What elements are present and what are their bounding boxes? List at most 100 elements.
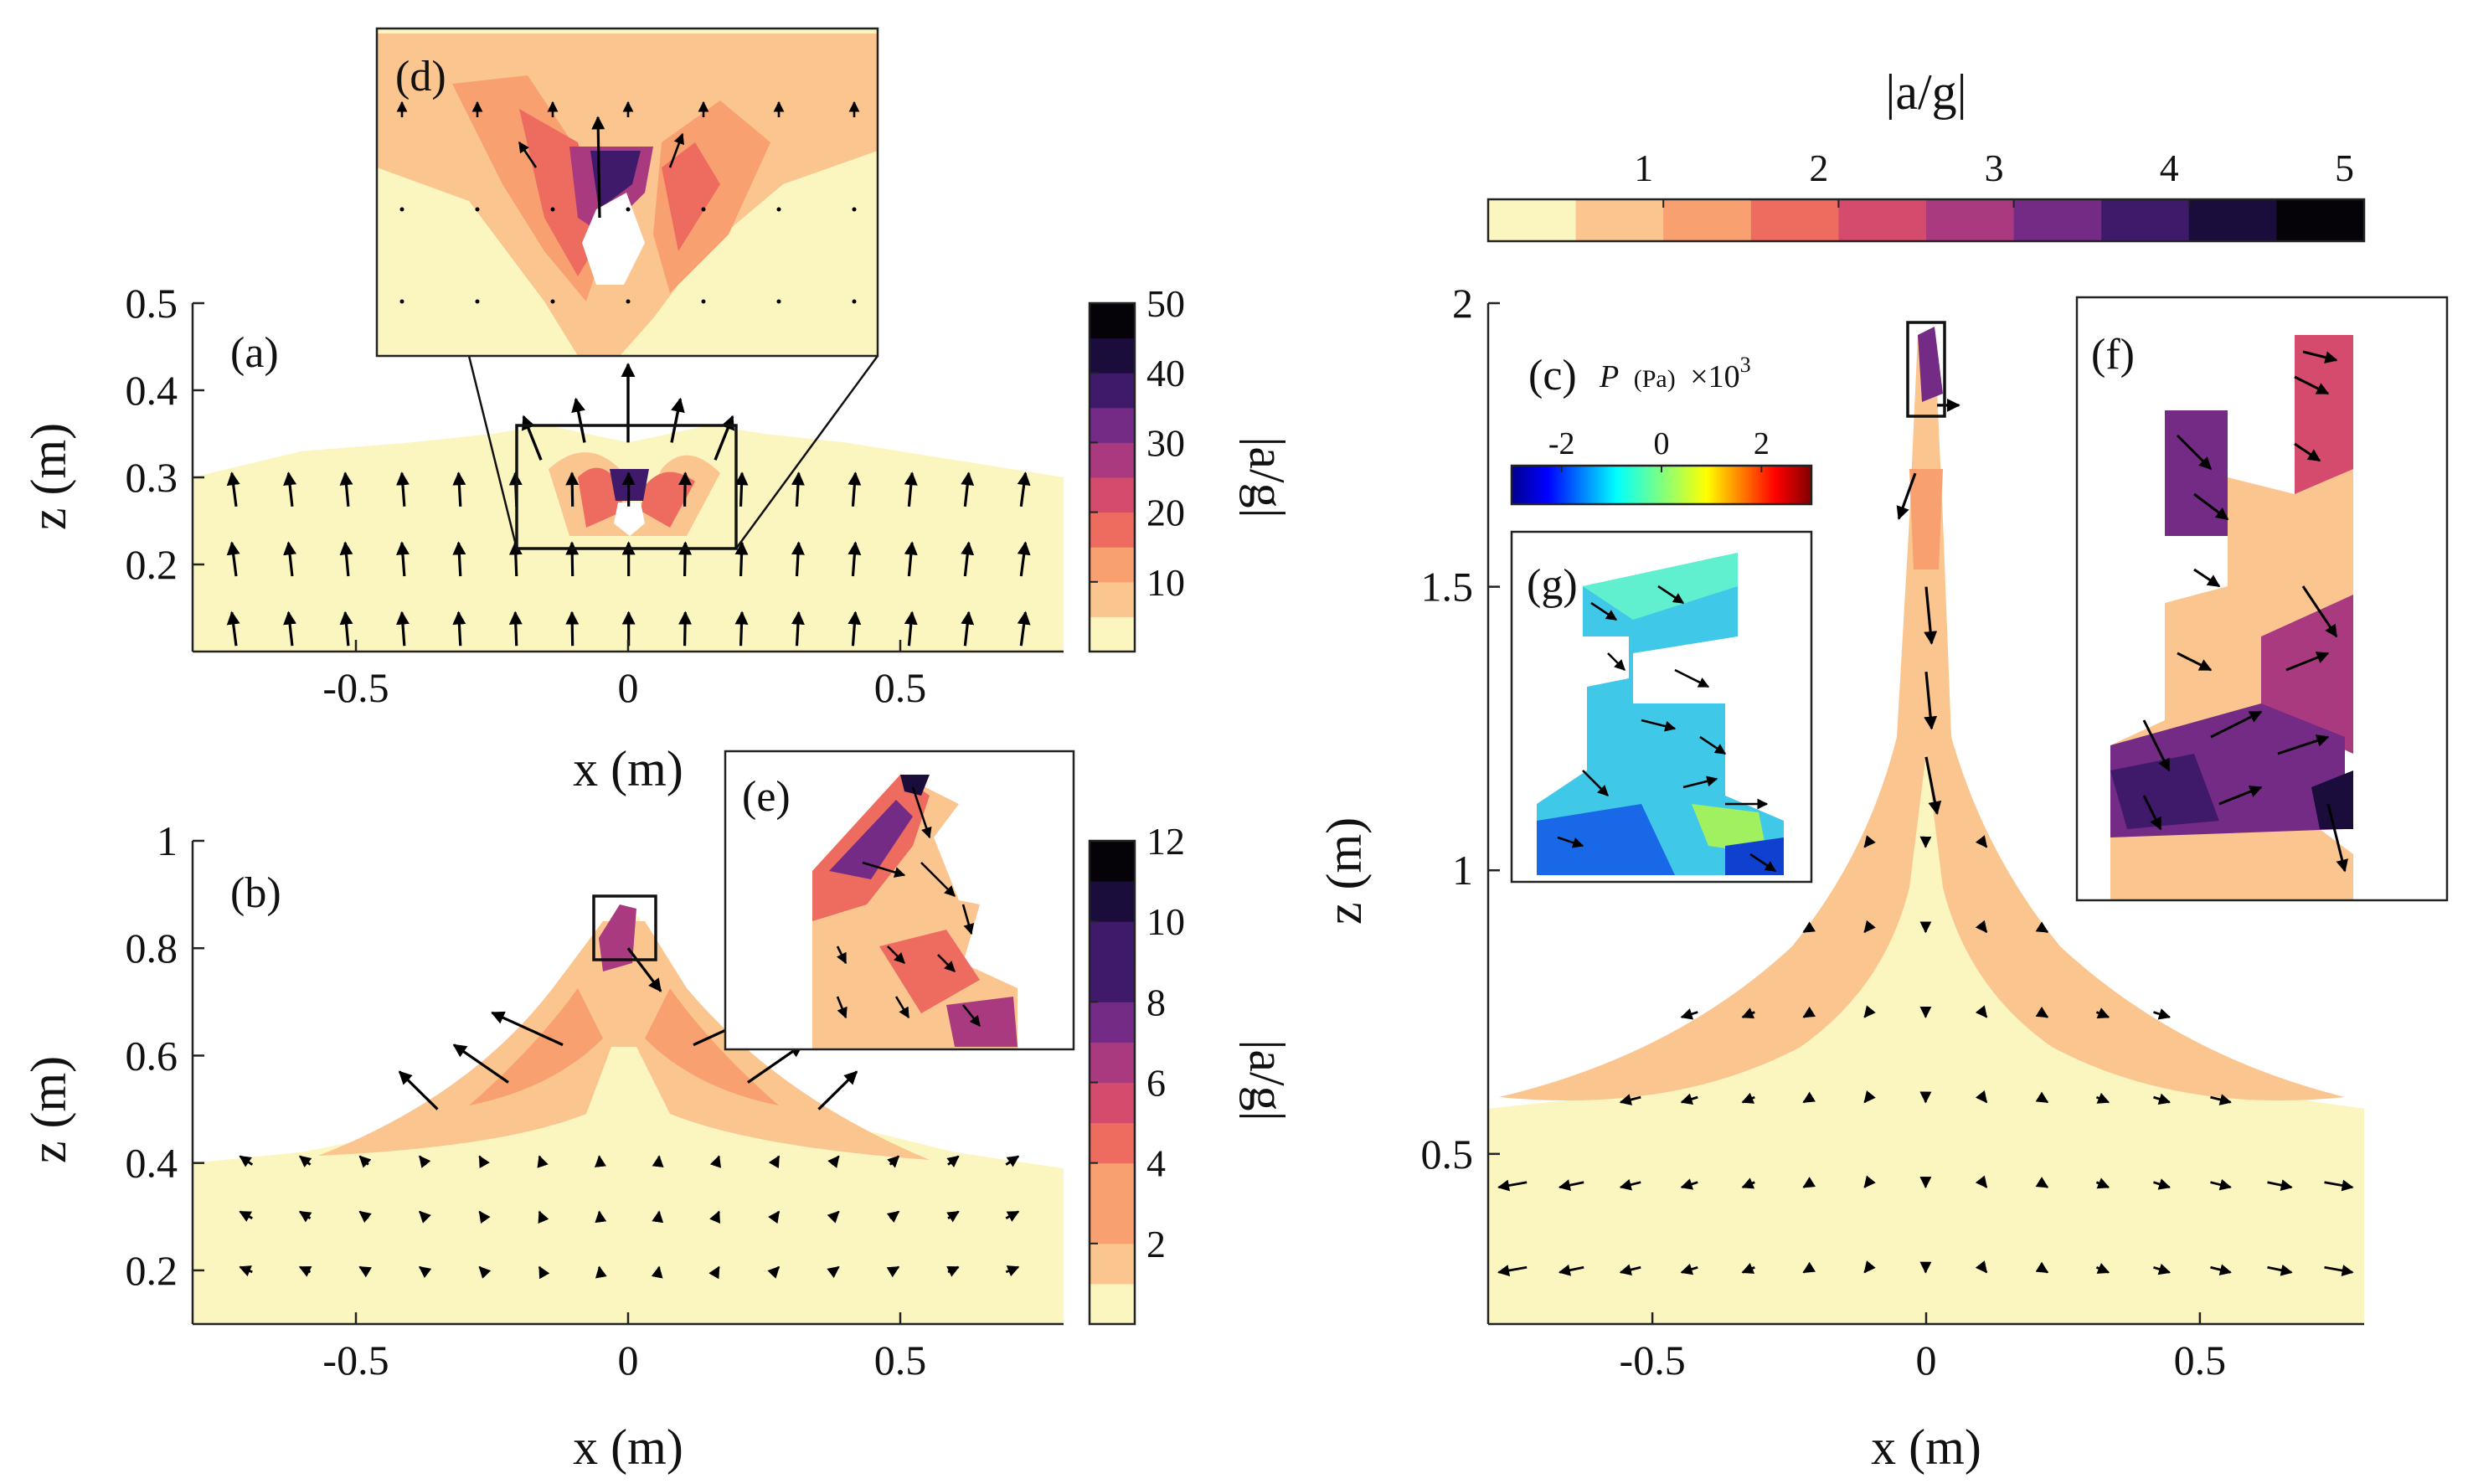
- velocity-arrow: [791, 471, 805, 507]
- velocity-arrow: [565, 611, 580, 647]
- inset-arrow: [2302, 350, 2338, 364]
- velocity-arrow: [226, 471, 240, 508]
- jet-arrow: [714, 415, 735, 461]
- jet-arrow: [521, 415, 543, 461]
- ytick-label: 0.5: [126, 280, 178, 327]
- velocity-arrow: [1802, 1006, 1816, 1018]
- velocity-arrow: [538, 1210, 549, 1224]
- panel-b-ylabel: z (m): [21, 1056, 76, 1163]
- velocity-arrow: [1680, 1008, 1698, 1020]
- ytick-label: 0.4: [126, 367, 178, 414]
- inset-arrow: [2277, 734, 2330, 755]
- inset-e-arrows: [836, 786, 981, 1028]
- inset-arrow: [2193, 568, 2221, 588]
- velocity-arrow: [226, 541, 240, 577]
- velocity-arrow: [1863, 1090, 1876, 1104]
- spray-arrow: [626, 947, 662, 992]
- velocity-arrow: [1497, 1179, 1528, 1192]
- panel-b-xticks: -0.5 0 0.5: [193, 1312, 1064, 1384]
- velocity-arrow: [452, 471, 466, 507]
- colorbar-step: [1090, 512, 1135, 548]
- velocity-arrow: [1017, 541, 1031, 577]
- inset-arrow: [862, 861, 906, 878]
- spray-arrow: [817, 1070, 858, 1110]
- velocity-arrow: [886, 1210, 900, 1224]
- velocity-arrow: [887, 1155, 900, 1168]
- velocity-arrow: [538, 1265, 550, 1280]
- inset-arrow: [2177, 652, 2213, 672]
- velocity-arrow: [2324, 1179, 2354, 1192]
- colorbar-tick-label: 5: [2335, 147, 2354, 189]
- pressure-colorbar-label: P (Pa) ×103: [1599, 353, 1751, 394]
- panel-a-zoom-box: [515, 424, 738, 550]
- velocity-arrow: [478, 1210, 491, 1224]
- velocity-arrow: [709, 1210, 721, 1224]
- velocity-arrow: [1975, 1175, 1988, 1188]
- velocity-arrow: [961, 611, 975, 647]
- colorbar-tick-label: 40: [1146, 352, 1185, 394]
- inset-arrow: [1641, 719, 1677, 732]
- colorbar-step: [1090, 1042, 1135, 1083]
- colorbar-tick-label: 4: [2160, 147, 2179, 189]
- inset-f-arrows: [2142, 350, 2349, 873]
- velocity-arrow: [1975, 1005, 1988, 1018]
- inset-g: (g): [1510, 530, 1813, 884]
- velocity-arrow: [827, 1210, 840, 1224]
- velocity-arrow: [1619, 1094, 1641, 1105]
- velocity-arrow: [1802, 921, 1816, 934]
- panel-c-yticks: 0.5 1 1.5 2: [1421, 280, 1500, 1324]
- jet-arrow: [1896, 472, 1917, 520]
- velocity-arrow: [283, 471, 297, 507]
- velocity-arrow: [734, 471, 749, 507]
- colorbar-step: [1090, 1122, 1135, 1164]
- velocity-arrow: [1017, 471, 1031, 508]
- colorbar-tick-label: 30: [1146, 421, 1185, 464]
- panel-c-arrows: [1497, 398, 2354, 1276]
- jet-arrow: [1924, 756, 1942, 816]
- velocity-arrow: [961, 471, 975, 507]
- velocity-arrow: [2210, 1178, 2232, 1191]
- colorbar-a-label: |a/g|: [1239, 436, 1295, 518]
- velocity-arrow: [1005, 1155, 1020, 1167]
- inset-g-frame: [1510, 530, 1813, 884]
- inset-arrow: [1699, 735, 1727, 755]
- velocity-arrow: [848, 471, 862, 507]
- panel-a-fill: [193, 425, 1064, 652]
- velocity-arrow: [767, 1265, 781, 1279]
- xtick-label: 0: [618, 1337, 639, 1384]
- velocity-arrow: [395, 471, 410, 507]
- colorbar-tick-label: 1: [1634, 147, 1653, 189]
- velocity-arrow: [848, 541, 862, 577]
- colorbar-step: [1663, 199, 1752, 241]
- colorbar-step: [1090, 407, 1135, 443]
- colorbar-step: [1090, 961, 1135, 1002]
- velocity-arrow: [1863, 920, 1876, 934]
- colorbar-tick-label: 10: [1146, 900, 1185, 943]
- velocity-arrow: [1863, 1175, 1876, 1188]
- inset-g-label: (g): [1527, 561, 1578, 609]
- panel-c-label: (c): [1528, 352, 1577, 399]
- panel-b-label: (b): [230, 869, 281, 917]
- inset-arrow: [961, 1004, 981, 1028]
- velocity-arrow: [946, 1210, 960, 1223]
- inset-arrow: [2326, 803, 2349, 873]
- pressure-label-exp: 3: [1740, 353, 1751, 377]
- velocity-arrow: [904, 611, 918, 647]
- velocity-arrow: [768, 1155, 781, 1169]
- velocity-arrow: [2095, 1007, 2110, 1019]
- colorbar-step: [2188, 199, 2277, 241]
- inset-arrow: [961, 904, 975, 935]
- inset-f: (f): [2075, 296, 2449, 902]
- velocity-arrow: [2210, 1264, 2232, 1276]
- jet-arrow: [1924, 586, 1938, 645]
- ytick-label: 0.5: [1421, 1131, 1474, 1177]
- velocity-arrow: [734, 611, 749, 647]
- inset-arrow: [518, 141, 538, 168]
- inset-d-frame: [375, 27, 879, 358]
- colorbar-tick-label: 3: [1985, 147, 2004, 189]
- colorbar-step: [1090, 921, 1135, 962]
- spray-arrow: [452, 1043, 509, 1084]
- velocity-arrow: [678, 471, 693, 507]
- inset-arrow: [1657, 585, 1685, 605]
